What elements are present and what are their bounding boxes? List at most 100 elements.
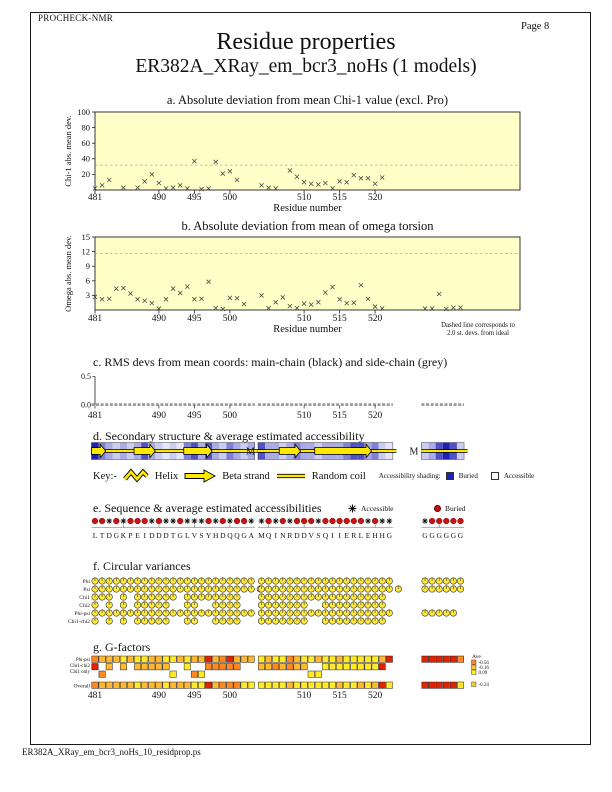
- data-point: [344, 179, 350, 185]
- svg-text:P: P: [128, 531, 132, 540]
- data-point: [177, 182, 183, 188]
- page-title: Residue properties: [216, 29, 396, 55]
- accessible-marker: [148, 518, 155, 524]
- buried-marker: [155, 517, 163, 525]
- data-point: [199, 186, 204, 192]
- g-factor-cell: [98, 655, 106, 663]
- svg-text:G: G: [436, 531, 442, 540]
- svg-text:60: 60: [82, 138, 91, 148]
- svg-text:L: L: [185, 531, 190, 540]
- data-point: [273, 186, 279, 191]
- data-point: [365, 296, 371, 302]
- svg-text:515: 515: [332, 411, 347, 421]
- g-factor-cell: [212, 681, 220, 689]
- g-factor-cell: [219, 681, 227, 689]
- buried-marker: [343, 517, 350, 525]
- data-point: [135, 296, 140, 302]
- svg-text:A: A: [248, 531, 254, 540]
- accessible-marker: [163, 518, 169, 524]
- svg-text:Chi1-chi2: Chi1-chi2: [70, 664, 90, 669]
- g-factor-cell: [233, 681, 241, 689]
- g-factor-cell: [155, 681, 163, 689]
- beta-strand-arrow: [91, 443, 107, 459]
- page-number: Page 8: [521, 21, 550, 32]
- svg-text:500: 500: [223, 691, 238, 701]
- data-point: [372, 304, 378, 309]
- svg-text:Q: Q: [227, 531, 233, 540]
- g-factor-cell: [442, 681, 450, 689]
- g-factor-cell: [286, 681, 294, 689]
- g-factor-cell: [176, 681, 184, 689]
- note-line-1: Dashed line corresponds to: [441, 322, 515, 329]
- g-factor-cell: [286, 663, 294, 671]
- g-factor-cell: [162, 681, 170, 689]
- svg-text:Chi1: Chi1: [79, 595, 90, 601]
- g-factor-cell: [293, 655, 301, 663]
- data-point: [234, 177, 240, 183]
- accessible-star-icon: [348, 504, 357, 513]
- accessible-marker: [212, 518, 219, 524]
- data-point: [206, 186, 211, 191]
- data-point: [142, 179, 148, 184]
- svg-text:Phi-psi: Phi-psi: [76, 658, 91, 663]
- svg-text:481: 481: [88, 193, 103, 203]
- accessible-marker: [287, 518, 293, 524]
- svg-text:Phi: Phi: [83, 579, 91, 585]
- svg-text:495: 495: [187, 691, 202, 701]
- buried-marker: [205, 517, 212, 525]
- data-point: [308, 302, 314, 308]
- svg-text:S: S: [316, 531, 320, 540]
- g-factor-cell: [350, 655, 358, 663]
- g-factor-cell: [421, 681, 429, 689]
- data-point: [241, 301, 247, 307]
- buried-marker: [293, 517, 301, 525]
- g-factor-cell: [91, 681, 99, 689]
- data-point: [156, 180, 162, 186]
- svg-text:Chi1 only: Chi1 only: [70, 670, 90, 675]
- g-factor-cell: [350, 681, 358, 689]
- data-point: [301, 301, 307, 307]
- svg-text:D: D: [294, 531, 300, 540]
- data-point: [99, 296, 105, 302]
- svg-text:T: T: [171, 531, 176, 540]
- app-name: PROCHECK-NMR: [38, 13, 114, 23]
- g-factor-cell: [219, 663, 227, 671]
- g-factor-cell: [105, 663, 113, 671]
- svg-text:520: 520: [368, 193, 383, 203]
- data-point: [323, 180, 328, 186]
- svg-text:D: D: [301, 531, 307, 540]
- g-factor-cell: [205, 655, 213, 663]
- g-factor-cell: [148, 655, 156, 663]
- data-point: [92, 186, 98, 191]
- buried-marker: [429, 517, 436, 525]
- data-point: [337, 179, 342, 184]
- data-point: [379, 306, 385, 311]
- g-factor-cell: [169, 655, 177, 663]
- model-subtitle: ER382A_XRay_em_bcr3_noHs (1 models): [135, 56, 477, 77]
- accessible-marker: [170, 518, 176, 524]
- g-factor-cell: [119, 655, 127, 663]
- svg-text:N: N: [280, 531, 286, 540]
- circular-variances-grid: Phi Psi Chi1 Chi2 Phi-psi Chi1-chi2: [68, 577, 464, 625]
- svg-text:495: 495: [187, 193, 202, 203]
- svg-text:40: 40: [82, 154, 91, 164]
- data-point: [170, 185, 176, 191]
- data-point: [372, 181, 378, 187]
- g-factor-cell: [329, 663, 336, 671]
- beta-strand-icon: [184, 469, 217, 483]
- g-factor-cell: [258, 663, 265, 671]
- key-strand-label: Beta strand: [222, 470, 270, 482]
- g-factor-cell: [265, 655, 273, 663]
- g-factor-cell: [343, 655, 351, 663]
- buried-marker: [241, 517, 248, 525]
- g-factor-cell: [336, 681, 344, 689]
- buried-marker: [457, 517, 464, 525]
- svg-text:510: 510: [297, 411, 312, 421]
- data-point: [227, 295, 233, 301]
- accessible-marker: [379, 518, 386, 524]
- svg-text:500: 500: [223, 193, 238, 203]
- buried-swatch-icon: [445, 472, 454, 480]
- accessible-marker: [106, 518, 113, 524]
- data-point: [294, 174, 300, 180]
